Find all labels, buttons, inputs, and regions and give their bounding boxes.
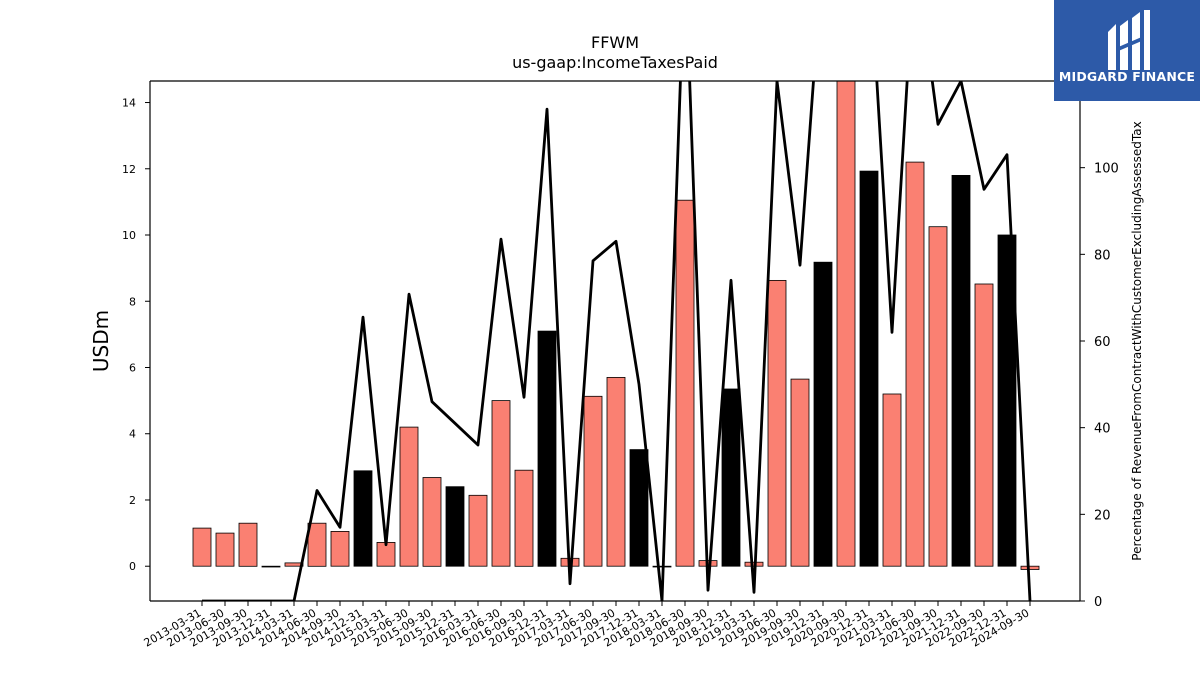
bar-2022-12-31 xyxy=(997,234,1017,567)
y-tick-label: 14 xyxy=(122,97,136,110)
line-revenue-percentage xyxy=(202,81,1032,601)
bar-2021-09-30 xyxy=(928,226,948,567)
logo-text: MIDGARD FINANCE xyxy=(1058,69,1196,84)
bar-2024-09-30 xyxy=(1020,565,1040,570)
chart-subtitle: us-gaap:IncomeTaxesPaid xyxy=(512,53,718,72)
bar-2020-09-30 xyxy=(836,81,856,567)
bar-2014-12-31 xyxy=(353,470,373,567)
y2-tick-label: 20 xyxy=(1094,508,1111,523)
y2-tick-label: 40 xyxy=(1094,422,1111,437)
y2-tick-label: 100 xyxy=(1094,162,1119,177)
y-tick-label: 12 xyxy=(122,163,136,176)
bar-2013-03-31 xyxy=(192,527,212,567)
bar-2014-06-30 xyxy=(307,522,327,567)
bar-2022-09-30 xyxy=(974,283,994,567)
bar-2015-09-30 xyxy=(422,477,442,567)
bar-2016-06-30 xyxy=(491,400,511,567)
bar-series xyxy=(192,81,1040,570)
bar-2016-09-30 xyxy=(514,469,534,567)
y-tick-label: 0 xyxy=(129,560,136,573)
brand-logo: MIDGARD FINANCE xyxy=(1054,0,1200,101)
y2-tick-label: 0 xyxy=(1094,595,1102,610)
chart-title: FFWM xyxy=(591,33,639,52)
y-tick-label: 2 xyxy=(129,494,136,507)
y2-tick-label: 60 xyxy=(1094,335,1111,350)
bar-2021-03-31 xyxy=(882,393,902,567)
bar-2017-12-31 xyxy=(629,449,649,567)
bar-2013-09-30 xyxy=(238,522,258,567)
y-tick-label: 6 xyxy=(129,361,136,374)
y2-axis-label: Percentage of RevenueFromContractWithCus… xyxy=(1130,121,1144,560)
bar-2019-09-30 xyxy=(790,378,810,567)
bar-2017-06-30 xyxy=(583,395,603,567)
midgard-logo-icon xyxy=(1108,10,1150,70)
bar-2016-12-31 xyxy=(537,330,557,567)
bar-2018-12-31 xyxy=(721,388,741,567)
bar-2021-06-30 xyxy=(905,161,925,567)
bar-2019-06-30 xyxy=(767,279,787,567)
bar-2020-12-31 xyxy=(859,170,879,567)
y-axis-label: USDm xyxy=(89,310,113,372)
bar-2015-06-30 xyxy=(399,426,419,567)
bar-2017-09-30 xyxy=(606,376,626,567)
bar-2014-09-30 xyxy=(330,531,350,567)
bar-2015-12-31 xyxy=(445,486,465,567)
bar-2013-12-31 xyxy=(261,565,281,568)
y-tick-label: 4 xyxy=(129,428,136,441)
bar-2018-06-30 xyxy=(675,199,695,567)
y-tick-label: 10 xyxy=(122,229,136,242)
bar-2013-06-30 xyxy=(215,532,235,567)
y2-tick-label: 80 xyxy=(1094,248,1111,263)
bar-2021-12-31 xyxy=(951,174,971,567)
line-series xyxy=(202,81,1032,601)
bar-2016-03-31 xyxy=(468,494,488,567)
bar-2019-12-31 xyxy=(813,261,833,567)
y-tick-label: 8 xyxy=(129,295,136,308)
